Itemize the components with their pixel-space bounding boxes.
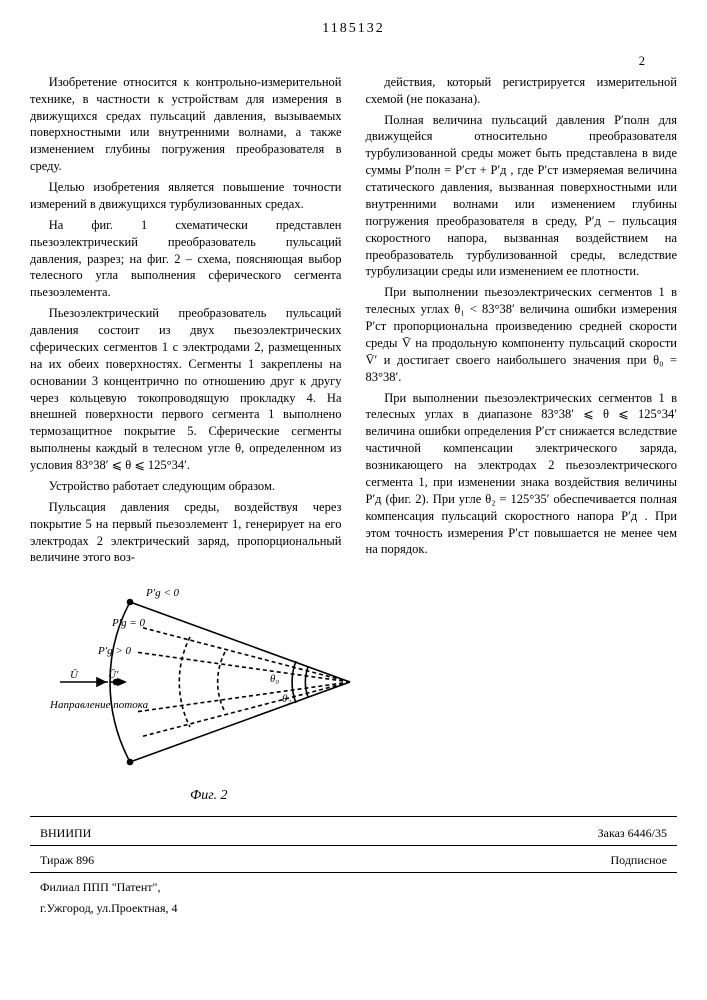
footer-addr2: г.Ужгород, ул.Проектная, 4 (40, 900, 177, 916)
figure-2: P′g < 0 P′g = 0 P′g > 0 θ₀ θ₂ Ū Ū′ Напра… (50, 582, 657, 806)
document-number: 1185132 (30, 20, 677, 39)
figure-svg: P′g < 0 P′g = 0 P′g > 0 θ₀ θ₂ Ū Ū′ Напра… (50, 582, 390, 782)
para: Полная величина пульсаций давления P′пол… (366, 112, 678, 281)
ann-theta0: θ₀ (270, 673, 279, 685)
para: При выполнении пьезоэлектрических сегмен… (366, 390, 678, 559)
page-right: 2 (639, 53, 657, 70)
footer: ВНИИПИ Заказ 6446/35 Тираж 896 Подписное… (30, 816, 677, 918)
para: действия, который регистрируется измерит… (366, 74, 678, 108)
ann-pg-lt0: P′g < 0 (145, 587, 180, 599)
para: Целью изобретения является повышение точ… (30, 179, 342, 213)
ann-pg-eq0: P′g = 0 (111, 617, 146, 629)
para: Изобретение относится к контрольно-измер… (30, 74, 342, 175)
ann-flow: Направление потока (50, 699, 149, 711)
body-columns: Изобретение относится к контрольно-измер… (30, 74, 677, 567)
footer-order: Заказ 6446/35 (598, 825, 667, 841)
para: Устройство работает следующим образом. (30, 478, 342, 495)
para: При выполнении пьезоэлектрических сегмен… (366, 284, 678, 385)
figure-label: Фиг. 2 (190, 787, 657, 806)
ann-theta2: θ₂ (282, 693, 291, 705)
ann-pg-gt0: P′g > 0 (97, 645, 132, 657)
footer-podpis: Подписное (611, 852, 668, 868)
ann-U: Ū (70, 669, 79, 681)
ann-Uprime: Ū′ (108, 669, 119, 681)
para: На фиг. 1 схематически представлен пьезо… (30, 217, 342, 301)
footer-tirazh: Тираж 896 (40, 852, 94, 868)
para: Пульсация давления среды, воздействуя че… (30, 499, 342, 567)
footer-org: ВНИИПИ (40, 825, 91, 841)
page-markers: 2 (30, 53, 677, 70)
footer-addr1: Филиал ППП "Патент", (40, 879, 160, 895)
para: Пьезоэлектрический преобразователь пульс… (30, 305, 342, 474)
